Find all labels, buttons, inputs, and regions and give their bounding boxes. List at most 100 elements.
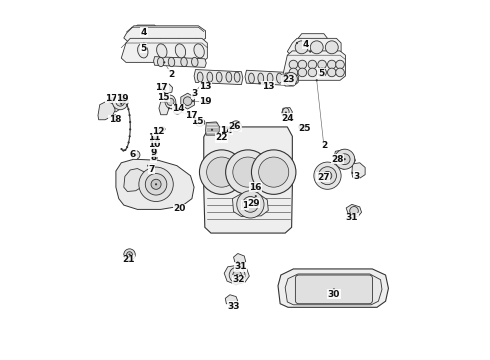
Text: 10: 10 bbox=[147, 140, 160, 149]
Text: 5: 5 bbox=[141, 44, 147, 53]
Circle shape bbox=[295, 41, 308, 54]
Text: 8: 8 bbox=[151, 153, 157, 162]
Circle shape bbox=[318, 60, 326, 69]
Polygon shape bbox=[162, 84, 172, 94]
Circle shape bbox=[128, 114, 131, 116]
Circle shape bbox=[116, 98, 124, 106]
Text: 33: 33 bbox=[227, 302, 240, 311]
Ellipse shape bbox=[194, 44, 204, 58]
Circle shape bbox=[126, 146, 128, 148]
Circle shape bbox=[153, 141, 156, 143]
Text: 29: 29 bbox=[247, 199, 260, 208]
Polygon shape bbox=[116, 159, 194, 210]
Circle shape bbox=[325, 41, 338, 54]
Polygon shape bbox=[144, 160, 155, 168]
Circle shape bbox=[255, 185, 257, 188]
Text: 14: 14 bbox=[172, 104, 185, 113]
Polygon shape bbox=[285, 274, 382, 305]
Circle shape bbox=[161, 128, 163, 130]
Circle shape bbox=[114, 114, 116, 117]
Circle shape bbox=[153, 157, 156, 159]
Circle shape bbox=[231, 121, 242, 132]
Circle shape bbox=[152, 150, 157, 155]
Circle shape bbox=[163, 61, 166, 63]
Circle shape bbox=[128, 253, 131, 256]
Polygon shape bbox=[234, 253, 245, 265]
Circle shape bbox=[119, 101, 122, 103]
Text: 19: 19 bbox=[116, 94, 129, 103]
Text: 4: 4 bbox=[303, 40, 309, 49]
Ellipse shape bbox=[157, 44, 167, 58]
Circle shape bbox=[323, 171, 332, 180]
Circle shape bbox=[201, 82, 203, 84]
Circle shape bbox=[153, 136, 156, 139]
Polygon shape bbox=[108, 97, 123, 112]
Ellipse shape bbox=[216, 72, 222, 82]
Circle shape bbox=[343, 158, 346, 160]
Ellipse shape bbox=[168, 57, 175, 67]
Circle shape bbox=[153, 141, 156, 143]
Text: 2: 2 bbox=[169, 70, 174, 79]
Circle shape bbox=[255, 195, 257, 197]
Ellipse shape bbox=[165, 95, 176, 109]
Polygon shape bbox=[124, 168, 147, 192]
Circle shape bbox=[143, 28, 145, 31]
Text: 13: 13 bbox=[199, 82, 212, 91]
Text: 26: 26 bbox=[229, 122, 241, 131]
Circle shape bbox=[153, 152, 156, 154]
Text: 32: 32 bbox=[232, 275, 245, 284]
Text: 25: 25 bbox=[298, 123, 311, 132]
Text: 22: 22 bbox=[216, 133, 228, 142]
Text: 1: 1 bbox=[242, 201, 248, 210]
Circle shape bbox=[287, 75, 294, 82]
Polygon shape bbox=[225, 295, 238, 305]
Polygon shape bbox=[334, 149, 355, 169]
Circle shape bbox=[285, 112, 287, 114]
Circle shape bbox=[152, 155, 157, 160]
Text: 11: 11 bbox=[147, 133, 160, 142]
Circle shape bbox=[122, 149, 124, 152]
Ellipse shape bbox=[248, 73, 254, 83]
Circle shape bbox=[351, 172, 354, 174]
Text: 4: 4 bbox=[141, 28, 147, 37]
Polygon shape bbox=[205, 122, 219, 135]
Circle shape bbox=[350, 207, 358, 215]
Text: 9: 9 bbox=[151, 148, 157, 157]
Circle shape bbox=[289, 68, 298, 77]
Text: 6: 6 bbox=[130, 150, 136, 159]
Circle shape bbox=[112, 94, 128, 110]
Circle shape bbox=[326, 175, 329, 177]
Circle shape bbox=[192, 100, 194, 102]
Circle shape bbox=[314, 162, 341, 189]
Ellipse shape bbox=[299, 124, 306, 130]
Text: 5: 5 bbox=[318, 69, 324, 78]
Ellipse shape bbox=[173, 108, 181, 114]
Circle shape bbox=[199, 150, 244, 194]
Text: 15: 15 bbox=[157, 93, 170, 102]
Text: 12: 12 bbox=[152, 127, 165, 136]
Ellipse shape bbox=[175, 44, 186, 58]
Circle shape bbox=[147, 165, 149, 167]
Text: 28: 28 bbox=[331, 155, 344, 164]
Circle shape bbox=[165, 100, 167, 102]
Ellipse shape bbox=[207, 72, 213, 82]
Circle shape bbox=[152, 139, 157, 145]
Text: 20: 20 bbox=[173, 204, 186, 213]
Circle shape bbox=[129, 128, 131, 130]
Polygon shape bbox=[224, 265, 249, 285]
Text: 27: 27 bbox=[317, 173, 329, 182]
Circle shape bbox=[318, 167, 337, 185]
Circle shape bbox=[134, 153, 137, 156]
Circle shape bbox=[308, 68, 317, 77]
Circle shape bbox=[139, 167, 173, 202]
Circle shape bbox=[229, 267, 245, 283]
FancyBboxPatch shape bbox=[295, 275, 372, 304]
Circle shape bbox=[120, 103, 122, 105]
Circle shape bbox=[316, 79, 318, 81]
Text: 13: 13 bbox=[262, 82, 274, 91]
Ellipse shape bbox=[138, 44, 148, 58]
Ellipse shape bbox=[283, 108, 289, 116]
Polygon shape bbox=[124, 26, 205, 43]
Ellipse shape bbox=[258, 73, 264, 83]
Ellipse shape bbox=[226, 72, 232, 82]
